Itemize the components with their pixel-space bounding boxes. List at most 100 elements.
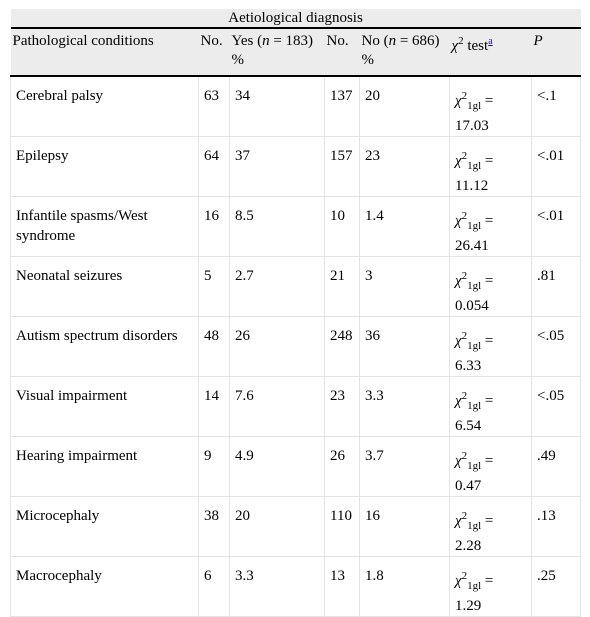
chi-sup: 2 <box>461 330 468 342</box>
cell-no-pct: 36 <box>359 316 450 377</box>
cell-chi-test: χ21gl = 1.29 <box>449 556 532 617</box>
cell-chi-test: χ21gl = 11.12 <box>449 136 532 197</box>
header-no: No (n = 686) % <box>359 28 450 77</box>
cell-chi-test: χ21gl = 0.47 <box>449 436 532 497</box>
cell-p: .25 <box>530 556 582 617</box>
cell-condition: Infantile spasms/West syndrome <box>10 196 199 257</box>
header-no-no: No. <box>324 28 360 77</box>
cell-no-no: 248 <box>324 316 360 377</box>
cell-no-no: 10 <box>324 196 360 257</box>
cell-no-no: 110 <box>324 496 360 557</box>
chi-value: 6.33 <box>455 358 482 374</box>
cell-no-no: 137 <box>324 76 360 137</box>
chi-sup: 2 <box>461 150 468 162</box>
aetiological-diagnosis-table: Aetiological diagnosis Pathological cond… <box>10 9 582 617</box>
cell-no-no: 21 <box>324 256 360 317</box>
cell-p: .49 <box>530 436 582 497</box>
cell-no-no: 13 <box>324 556 360 617</box>
header-chi-test: χ2 testa <box>449 28 532 77</box>
chi-symbol: χ <box>455 573 462 589</box>
cell-p: .81 <box>530 256 582 317</box>
chi-sub: 1gl <box>467 460 482 472</box>
chi-symbol: χ <box>455 453 462 469</box>
cell-chi-test: χ21gl = 0.054 <box>449 256 532 317</box>
cell-chi-test: χ21gl = 17.03 <box>449 76 532 137</box>
cell-condition: Macrocephaly <box>10 556 199 617</box>
header-no-label-pre: No ( <box>361 33 389 49</box>
cell-p: <.01 <box>530 136 582 197</box>
header-yes-n: n <box>262 33 270 49</box>
chi-sup: 2 <box>461 270 468 282</box>
cell-p: <.05 <box>530 316 582 377</box>
cell-yes-pct: 26 <box>229 316 325 377</box>
chi-symbol: χ <box>455 93 462 109</box>
chi-sub: 1gl <box>467 520 482 532</box>
table-row: Hearing impairment 9 4.9 26 3.7 χ21gl = 0.47.4… <box>10 436 582 497</box>
cell-yes-no: 9 <box>198 436 230 497</box>
table-row: Autism spectrum disorders 48 26 248 36 χ21gl … <box>10 316 582 377</box>
chi-value: 1.29 <box>455 598 482 614</box>
chi-value: 26.41 <box>455 238 489 254</box>
cell-p: .13 <box>530 496 582 557</box>
chi-sup: 2 <box>461 90 468 102</box>
cell-chi-test: χ21gl = 26.41 <box>449 196 532 257</box>
cell-chi-test: χ21gl = 6.33 <box>449 316 532 377</box>
cell-condition: Cerebral palsy <box>10 76 199 137</box>
table-row: Infantile spasms/West syndrome 16 8.5 10 1.4… <box>10 196 582 257</box>
table-row: Neonatal seizures 5 2.7 21 3 χ21gl = 0.054.81 <box>10 256 582 317</box>
cell-p: <.1 <box>530 76 582 137</box>
cell-no-pct: 1.8 <box>359 556 450 617</box>
header-p-symbol: P <box>533 33 543 49</box>
cell-condition: Visual impairment <box>10 376 199 437</box>
cell-yes-pct: 8.5 <box>229 196 325 257</box>
header-chi-symbol: χ <box>451 38 459 54</box>
footnote-a-link[interactable]: a <box>488 36 493 47</box>
cell-yes-no: 64 <box>198 136 230 197</box>
cell-condition: Neonatal seizures <box>10 256 199 317</box>
header-conditions: Pathological conditions <box>10 28 199 77</box>
chi-sub: 1gl <box>467 340 482 352</box>
chi-value: 11.12 <box>455 178 489 194</box>
header-yes-label-pre: Yes ( <box>231 33 263 49</box>
chi-symbol: χ <box>455 333 462 349</box>
cell-p: <.05 <box>530 376 582 437</box>
cell-no-pct: 20 <box>359 76 450 137</box>
header-yes-pct: % <box>231 52 245 68</box>
cell-condition: Microcephaly <box>10 496 199 557</box>
header-no-n: n <box>388 33 397 49</box>
chi-symbol: χ <box>455 513 462 529</box>
cell-yes-no: 38 <box>198 496 230 557</box>
cell-condition: Autism spectrum disorders <box>10 316 199 377</box>
header-no-label-post: = 686) <box>396 33 440 49</box>
header-p: P <box>531 28 581 77</box>
chi-sup: 2 <box>461 510 468 522</box>
cell-no-no: 23 <box>324 376 360 437</box>
chi-sub: 1gl <box>467 400 482 412</box>
table-header-row: Pathological conditions No. Yes (n = 183… <box>10 28 581 77</box>
cell-yes-no: 48 <box>198 316 230 377</box>
cell-chi-test: χ21gl = 2.28 <box>449 496 532 557</box>
table-row: Cerebral palsy 63 34 137 20 χ21gl = 17.03 <.1 <box>10 76 582 137</box>
header-no-pct: % <box>361 52 375 68</box>
table-row: Epilepsy 64 37 157 23 χ21gl = 11.12 <.01 <box>10 136 582 197</box>
chi-value: 0.47 <box>455 478 482 494</box>
table-title: Aetiological diagnosis <box>10 9 581 29</box>
table-container: Aetiological diagnosis Pathological cond… <box>10 9 582 617</box>
cell-yes-pct: 2.7 <box>229 256 325 317</box>
chi-symbol: χ <box>455 153 462 169</box>
cell-yes-no: 16 <box>198 196 230 257</box>
cell-condition: Epilepsy <box>10 136 199 197</box>
chi-symbol: χ <box>455 393 462 409</box>
cell-no-pct: 3.7 <box>359 436 450 497</box>
header-yes: Yes (n = 183) % <box>229 28 325 77</box>
cell-yes-no: 5 <box>198 256 230 317</box>
chi-symbol: χ <box>455 213 462 229</box>
chi-sub: 1gl <box>467 220 482 232</box>
cell-yes-pct: 3.3 <box>229 556 325 617</box>
header-yes-label-post: = 183) <box>269 33 314 49</box>
header-chi-sup: 2 <box>458 35 464 47</box>
chi-sub: 1gl <box>467 580 482 592</box>
table-body: Cerebral palsy 63 34 137 20 χ21gl = 17.03 <.1 Ep… <box>10 76 582 617</box>
cell-no-pct: 3.3 <box>359 376 450 437</box>
cell-condition: Hearing impairment <box>10 436 199 497</box>
